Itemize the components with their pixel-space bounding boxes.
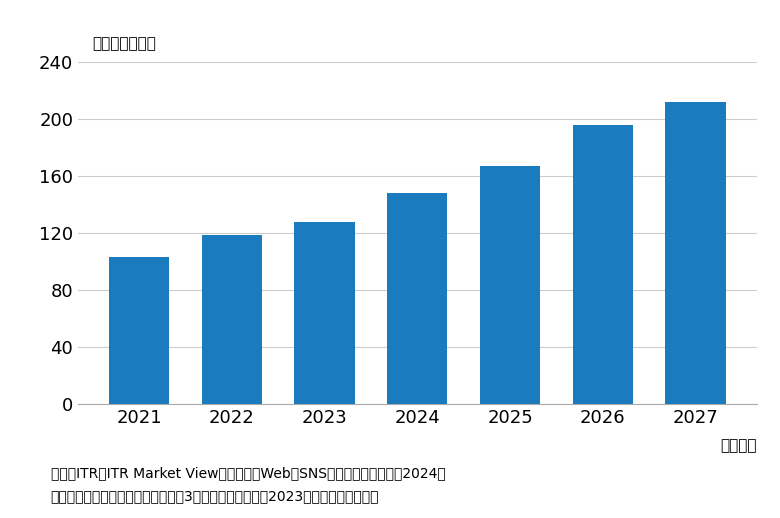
Text: 出典：ITR『ITR Market View：メール／Web／SNSマーケティング市場2024』: 出典：ITR『ITR Market View：メール／Web／SNSマーケティン…: [51, 466, 445, 480]
Bar: [201, 235, 262, 404]
Bar: [109, 257, 169, 404]
Text: （年度）: （年度）: [720, 438, 757, 453]
Bar: [480, 166, 541, 404]
Bar: [573, 125, 633, 404]
Text: （単位：億円）: （単位：億円）: [93, 36, 157, 51]
Bar: [387, 193, 448, 404]
Bar: [665, 102, 725, 404]
Bar: [294, 222, 355, 404]
Text: ＊ベンダーの売上金額を対象とし、3月期ベースで換算。2023年度以降は予測値。: ＊ベンダーの売上金額を対象とし、3月期ベースで換算。2023年度以降は予測値。: [51, 490, 379, 503]
